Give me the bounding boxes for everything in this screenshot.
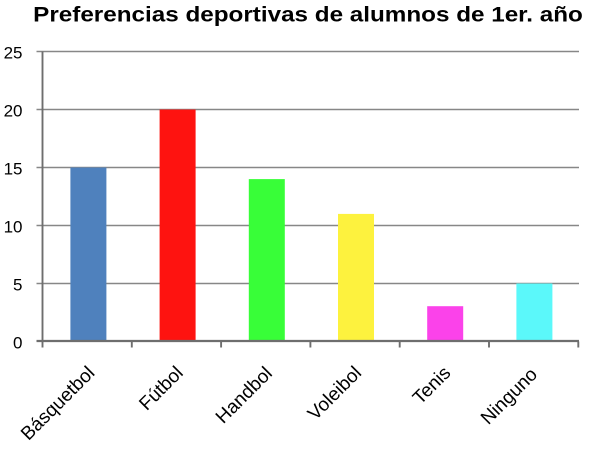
svg-text:0: 0 — [13, 334, 22, 353]
svg-text:Preferencias deportivas de alu: Preferencias deportivas de alumnos de 1e… — [33, 2, 583, 26]
svg-text:20: 20 — [4, 102, 23, 121]
svg-text:15: 15 — [4, 160, 23, 179]
svg-text:5: 5 — [13, 276, 22, 295]
svg-text:25: 25 — [4, 44, 23, 63]
svg-text:10: 10 — [4, 218, 23, 237]
